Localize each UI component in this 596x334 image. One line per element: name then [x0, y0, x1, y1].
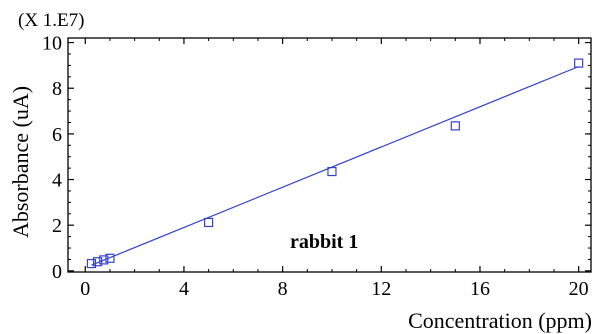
data-point	[450, 121, 460, 131]
y-tick-label: 2	[52, 215, 62, 237]
ticks: 0 4 8 12 16 20 0 2 4 6 8 10	[42, 33, 591, 300]
data-point	[105, 253, 115, 263]
annotation-label: rabbit 1	[290, 231, 358, 253]
y-tick-label: 4	[52, 170, 62, 192]
fit-line	[91, 65, 579, 266]
plot-area	[67, 37, 592, 273]
data-point	[204, 217, 214, 228]
x-tick-label: 20	[569, 278, 589, 300]
x-axis-title: Concentration (ppm)	[408, 308, 592, 333]
y-tick-label: 6	[52, 124, 62, 146]
y-axis-title: Absorbance (uA)	[8, 86, 33, 238]
y-tick-label: 8	[52, 78, 62, 100]
data-point	[574, 58, 584, 68]
fit-line-group	[91, 65, 579, 266]
x-tick-label: 16	[470, 278, 490, 300]
data-points	[86, 58, 584, 269]
x-tick-label: 4	[179, 278, 189, 300]
y-tick-label: 0	[52, 261, 62, 283]
x-tick-label: 0	[80, 278, 90, 300]
x-tick-label: 8	[278, 278, 288, 300]
y-multiplier-label: (X 1.E7)	[18, 10, 84, 31]
y-tick-label: 10	[42, 33, 62, 55]
plot-frame	[67, 37, 592, 273]
data-point	[86, 258, 97, 269]
data-point	[99, 255, 109, 265]
x-tick-label: 12	[371, 278, 391, 300]
data-point	[93, 257, 103, 267]
data-point	[327, 166, 337, 177]
